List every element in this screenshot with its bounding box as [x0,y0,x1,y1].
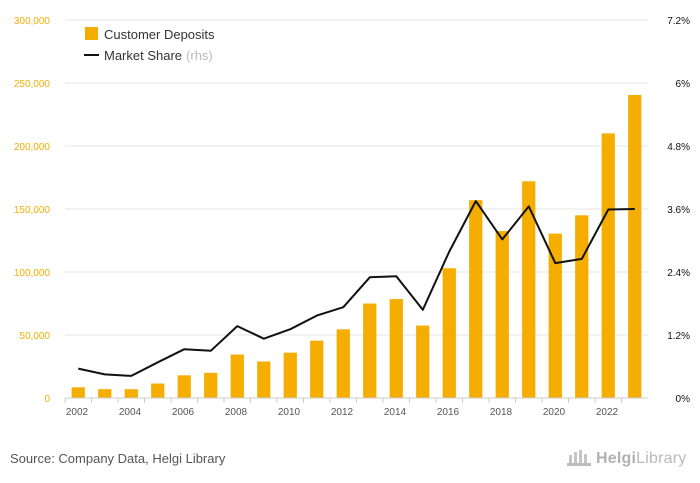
x-tick-label: 2002 [66,407,89,418]
legend-label-market-share-suffix: (rhs) [186,48,213,63]
x-tick-label: 2022 [596,407,619,418]
logo-text-library: Library [636,450,687,467]
x-tick-label: 2006 [172,407,195,418]
bar-2012 [336,329,350,398]
library-building-icon [566,447,592,472]
bar-2015 [416,325,430,398]
bar-2021 [575,215,589,398]
bar-2016 [442,268,456,398]
bar-2014 [389,299,403,398]
bar-2022 [601,133,615,398]
bar-2019 [522,181,536,398]
y-left-tick-label: 250,000 [14,79,51,90]
y-right-tick-label: 3.6% [667,205,690,216]
market-share-line [78,200,635,377]
bar-2003 [98,389,112,398]
y-left-tick-label: 150,000 [14,205,51,216]
bar-2004 [124,389,138,398]
chart-svg: 0 50,000 100,000 150,000 200,000 250,000 300,0… [14,16,690,418]
y-right-tick-label: 0% [676,394,691,405]
y-left-tick-label: 100,000 [14,268,51,279]
bar-2006 [177,375,191,398]
y-left-tick-label: 0 [44,394,50,405]
x-tick-label: 2004 [119,407,142,418]
y-right-tick-label: 6% [676,79,691,90]
source-note: Source: Company Data, Helgi Library [10,451,226,466]
bar-2013 [363,303,377,398]
legend-label-market-share: Market Share (rhs) [104,48,213,63]
legend-swatch-customer-deposits [85,27,98,40]
x-tick-label: 2010 [278,407,301,418]
legend: Customer Deposits Market Share (rhs) [84,27,215,63]
bar-2005 [151,383,165,398]
helgi-library-logo: HelgiLibrary [566,448,686,470]
y-right-tick-label: 4.8% [667,142,690,153]
market-share-line-group [78,200,635,377]
bar-2002 [71,387,85,398]
bar-2007 [204,372,218,398]
bar-2009 [257,361,271,398]
bar-2011 [310,340,324,398]
y-left-tick-label: 50,000 [19,331,50,342]
x-tick-label: 2016 [437,407,460,418]
bar-2008 [230,354,244,398]
bars [71,94,642,398]
y-right-tick-label: 2.4% [667,268,690,279]
axes: 0 50,000 100,000 150,000 200,000 250,000 300,0… [14,16,690,418]
bar-2018 [495,231,509,398]
x-tick-label: 2012 [331,407,354,418]
y-left-tick-label: 300,000 [14,16,51,27]
bar-2020 [548,233,562,398]
x-tick-label: 2018 [490,407,513,418]
x-tick-label: 2008 [225,407,248,418]
bar-2017 [469,200,483,398]
logo-text: HelgiLibrary [596,450,686,468]
bar-2010 [283,352,297,398]
y-right-tick-label: 7.2% [667,16,690,27]
logo-text-helgi: Helgi [596,450,637,467]
bar-2023 [628,94,642,398]
y-left-tick-label: 200,000 [14,142,51,153]
y-right-tick-label: 1.2% [667,331,690,342]
x-tick-label: 2020 [543,407,566,418]
legend-label-customer-deposits: Customer Deposits [104,27,215,42]
legend-label-market-share-name: Market Share [104,48,182,63]
x-tick-label: 2014 [384,407,407,418]
